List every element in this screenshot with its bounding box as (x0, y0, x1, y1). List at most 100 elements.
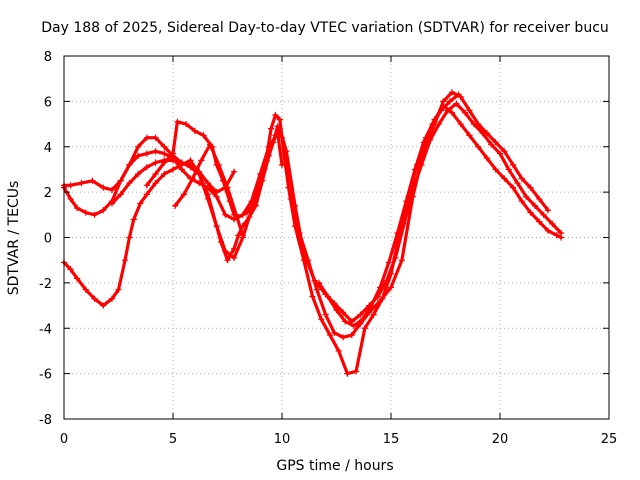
y-tick-label-8: 8 (44, 50, 52, 65)
data-point-series-6-0 (172, 202, 179, 209)
data-point-series-4-40 (466, 107, 473, 114)
data-point-series-3-27 (270, 139, 277, 146)
y-tick-label-0: -8 (39, 413, 52, 428)
data-point-series-3-52 (475, 143, 482, 150)
x-axis-label: GPS time / hours (276, 458, 393, 474)
data-point-series-7-7 (377, 284, 384, 291)
y-tick-label-7: 6 (44, 95, 52, 110)
data-point-series-4-1 (152, 170, 159, 178)
data-point-series-4-3 (169, 150, 177, 157)
data-point-series-2-58 (531, 202, 538, 209)
y-axis-label: SDTVAR / TECUs (6, 181, 22, 296)
y-tick-label-1: -6 (39, 368, 52, 383)
data-point-series-7-0 (315, 279, 323, 286)
data-point-series-3-61 (553, 232, 560, 239)
data-point-series-2-21 (230, 245, 238, 252)
data-point-series-4-44 (501, 148, 508, 155)
data-point-series-3-21 (222, 248, 229, 255)
x-tick-label-2: 10 (274, 432, 291, 447)
y-tick-label-2: -4 (39, 322, 52, 337)
data-point-series-6-7 (233, 211, 240, 218)
data-point-series-1-3 (89, 177, 96, 184)
data-point-series-4-24 (313, 286, 320, 293)
data-point-series-4-20 (281, 152, 288, 159)
data-point-series-7-8 (385, 259, 392, 266)
data-point-series-3-37 (344, 370, 351, 377)
data-point-series-3-19 (204, 195, 211, 203)
data-point-series-4-16 (261, 166, 268, 173)
data-point-series-4-49 (544, 207, 552, 214)
data-point-series-2-49 (453, 100, 460, 107)
data-point-series-3-42 (387, 270, 395, 277)
data-point-series-4-38 (448, 89, 456, 96)
data-point-series-3-35 (326, 331, 334, 339)
data-point-series-3-49 (448, 109, 456, 116)
data-point-series-1-11 (161, 150, 168, 157)
data-point-series-3-8 (121, 257, 129, 264)
data-point-series-3-60 (544, 227, 552, 234)
data-point-series-2-60 (549, 220, 556, 227)
data-point-series-2-5 (100, 207, 107, 214)
y-tick-label-5: 2 (44, 186, 52, 201)
series-markers-7 (315, 91, 462, 330)
data-point-series-4-42 (483, 130, 491, 137)
data-point-series-7-12 (420, 139, 427, 146)
data-point-series-5-2 (126, 179, 133, 187)
data-point-series-5-5 (152, 159, 159, 166)
data-point-series-4-45 (509, 161, 517, 168)
data-point-series-6-5 (215, 161, 222, 168)
data-point-series-7-14 (438, 107, 445, 114)
data-point-series-6-2 (189, 175, 196, 182)
data-point-series-2-10 (143, 134, 150, 141)
data-point-series-2-12 (161, 143, 168, 150)
data-point-series-3-40 (370, 311, 377, 318)
data-point-series-4-14 (244, 209, 251, 216)
data-point-series-7-13 (429, 120, 436, 128)
data-point-series-2-56 (514, 179, 521, 187)
data-point-series-5-6 (161, 157, 168, 164)
data-point-series-4-34 (409, 193, 416, 200)
data-point-series-4-17 (268, 125, 275, 132)
data-point-series-2-55 (505, 166, 512, 173)
data-point-series-4-19 (276, 116, 283, 123)
x-tick-label-0: 0 (60, 432, 68, 447)
data-point-series-5-7 (169, 157, 177, 164)
series-markers-6 (172, 141, 246, 239)
data-point-series-1-4 (100, 184, 107, 191)
data-point-series-3-22 (230, 254, 238, 262)
data-point-series-3-51 (466, 132, 473, 139)
data-point-series-2-50 (462, 109, 469, 116)
data-point-series-1-9 (143, 150, 150, 157)
data-point-series-5-1 (117, 191, 124, 198)
data-point-series-6-3 (198, 157, 205, 164)
data-point-series-3-13 (152, 179, 159, 187)
data-point-series-7-15 (446, 98, 453, 105)
data-point-series-2-54 (496, 150, 504, 157)
data-point-series-1-2 (78, 179, 85, 187)
data-point-series-3-4 (91, 295, 98, 302)
data-point-series-5-8 (178, 159, 185, 166)
data-point-series-6-6 (224, 184, 231, 191)
data-point-series-3-59 (536, 218, 543, 225)
data-point-series-2-11 (152, 134, 159, 141)
data-point-series-2-9 (135, 143, 142, 150)
data-point-series-5-11 (204, 179, 211, 187)
data-point-series-3-2 (73, 275, 81, 282)
data-point-series-3-6 (108, 295, 116, 302)
data-point-series-4-22 (296, 229, 303, 237)
data-point-series-5-0 (108, 200, 116, 207)
data-point-series-3-11 (137, 200, 144, 207)
data-point-series-3-56 (509, 184, 517, 191)
data-point-series-4-23 (305, 257, 312, 264)
data-point-series-7-4 (350, 322, 358, 330)
data-point-series-4-7 (200, 132, 207, 139)
data-point-series-4-41 (475, 120, 482, 128)
y-tick-label-6: 4 (44, 141, 52, 156)
data-point-series-2-53 (488, 141, 495, 148)
data-point-series-7-3 (342, 318, 349, 325)
data-point-series-3-14 (161, 170, 168, 178)
data-point-series-1-18 (222, 211, 229, 218)
series-layer (60, 89, 565, 377)
data-point-series-7-9 (394, 229, 401, 237)
